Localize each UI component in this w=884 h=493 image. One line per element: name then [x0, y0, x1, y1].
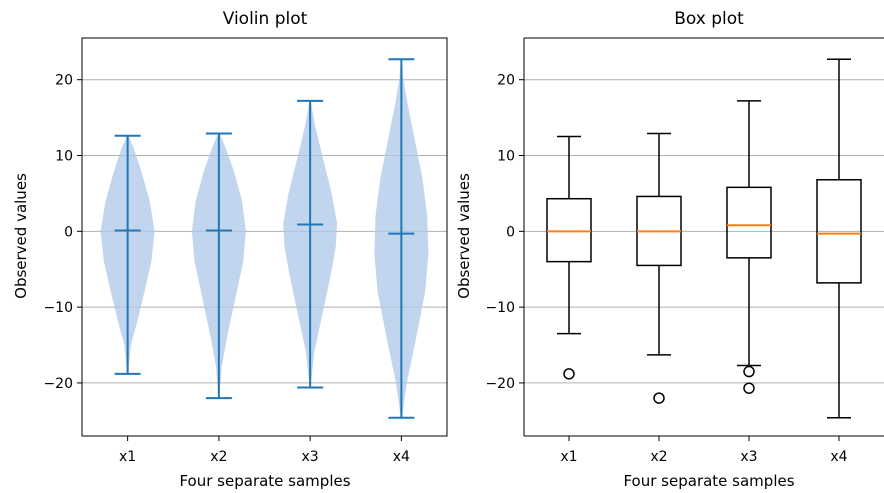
box-ytick-label: −10 [485, 300, 515, 316]
violin-ytick-label: 20 [55, 73, 73, 89]
box-xtick-label: x1 [560, 449, 577, 465]
box-outlier-point [743, 365, 755, 378]
violin-xtick-label: x1 [119, 449, 136, 465]
violin-ytick-label: 10 [55, 149, 73, 165]
violin-xtick-label: x2 [210, 449, 227, 465]
box-xtick-label: x2 [650, 449, 667, 465]
box-outlier-point [563, 368, 575, 380]
violin-plot-frame [81, 37, 448, 437]
violin-plot-panel: Violin plot Four separate samples Observ… [12, 9, 448, 490]
violin-plot-xlabel: Four separate samples [179, 472, 350, 490]
box-ytick-label: −20 [485, 376, 515, 392]
box-iqr [726, 186, 772, 259]
box-outlier-point [653, 392, 665, 404]
box-ytick-label: 10 [497, 149, 515, 165]
box-xtick-label: x4 [830, 449, 847, 465]
box-ytick-label: 20 [497, 73, 515, 89]
box-plot-xlabel: Four separate samples [623, 472, 794, 490]
box-outlier-point [743, 382, 755, 394]
box-plot-title: Box plot [674, 9, 744, 29]
violin-ytick-label: −20 [43, 376, 73, 392]
violin-plot-ylabel: Observed values [12, 173, 30, 299]
violin-xtick-label: x3 [302, 449, 319, 465]
box-ytick-label: 0 [506, 224, 515, 240]
box-xtick-label: x3 [740, 449, 757, 465]
box-plot-panel: Box plot Four separate samples Observed … [455, 9, 884, 490]
violin-xtick-label: x4 [393, 449, 410, 465]
violin-ytick-label: 0 [64, 224, 73, 240]
box-iqr [816, 179, 862, 284]
box-plot-ylabel: Observed values [455, 173, 473, 299]
violin-plot-title: Violin plot [223, 9, 308, 29]
box-iqr [546, 197, 592, 263]
violin-ytick-label: −10 [43, 300, 73, 316]
